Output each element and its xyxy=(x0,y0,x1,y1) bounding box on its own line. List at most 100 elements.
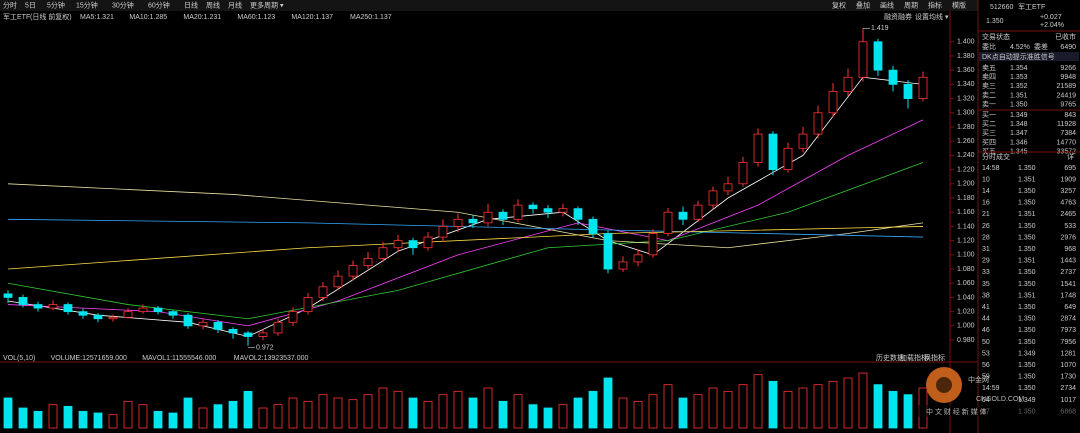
volume-bar xyxy=(183,397,193,429)
candle-body xyxy=(558,208,568,213)
candle-body xyxy=(378,247,388,259)
chart-button[interactable]: 设置均线 ▾ xyxy=(915,12,949,21)
volume-bar xyxy=(393,390,403,429)
quote-pct: +2.04% xyxy=(1040,22,1064,29)
candle-body xyxy=(918,76,928,99)
trade-volume: 7956 xyxy=(1060,339,1076,346)
trade-price: 1.350 xyxy=(1018,165,1036,172)
trade-time: 28 xyxy=(982,234,990,241)
tab[interactable]: 30分钟 xyxy=(112,0,134,9)
candle-body xyxy=(348,265,358,277)
trade-time: 33 xyxy=(982,269,990,276)
tool[interactable]: 叠加 xyxy=(856,0,870,9)
watermark-site: CNGOLD.COM xyxy=(976,396,1024,403)
trade-volume: 1909 xyxy=(1060,176,1076,183)
trade-time: 31 xyxy=(982,246,990,253)
watermark-band xyxy=(918,405,1078,417)
y-tick-label: 1.240 xyxy=(957,152,975,159)
tab[interactable]: 分时 xyxy=(3,0,17,9)
candle-body xyxy=(18,297,28,305)
volume-bar xyxy=(303,400,313,429)
low-label: 0.972 xyxy=(256,345,274,352)
volume-bar xyxy=(693,394,703,429)
candle-body xyxy=(663,211,673,234)
candle-body xyxy=(468,218,478,224)
volume-bar xyxy=(318,394,328,429)
tab[interactable]: 更多周期 ▾ xyxy=(250,0,284,9)
y-tick-label: 1.280 xyxy=(957,124,975,131)
tab[interactable]: 5日 xyxy=(25,1,36,9)
trade-time: 41 xyxy=(982,304,990,311)
trade-time: 59 xyxy=(982,374,990,381)
trade-volume: 4763 xyxy=(1060,200,1076,207)
book-label: 买二 xyxy=(982,120,996,128)
candle-body xyxy=(603,233,613,270)
volume-bar xyxy=(48,404,58,429)
candle-body xyxy=(183,314,193,327)
book-label: 卖二 xyxy=(982,91,996,99)
trade-volume: 2465 xyxy=(1060,211,1076,218)
trade-volume: 2737 xyxy=(1060,269,1076,276)
book-volume: 11928 xyxy=(1057,121,1076,128)
candle-body xyxy=(828,91,838,114)
watermark-logo-text: 中金网 xyxy=(968,375,989,384)
candle-body xyxy=(108,316,118,320)
trade-volume: 968 xyxy=(1064,246,1076,253)
candle-body xyxy=(633,254,643,263)
volume-label: MAVOL2:13923537.000 xyxy=(234,355,309,362)
tool[interactable]: 指标 xyxy=(928,0,942,9)
volume-bar xyxy=(558,404,568,429)
tab[interactable]: 60分钟 xyxy=(148,0,170,9)
candle-body xyxy=(213,321,223,330)
candle-body xyxy=(573,208,583,220)
candle-body xyxy=(618,261,628,270)
tab[interactable]: 月线 xyxy=(228,0,242,9)
book-volume: 9765 xyxy=(1060,102,1076,109)
ma-label: MA120:1.137 xyxy=(291,14,333,21)
volume-bar xyxy=(78,410,88,429)
candle-body xyxy=(408,240,418,249)
tool[interactable]: 复权 xyxy=(832,0,846,9)
book-price: 1.353 xyxy=(1010,74,1028,81)
volume-bar xyxy=(858,372,868,429)
candle-body xyxy=(903,83,913,99)
trade-volume: 533 xyxy=(1064,223,1076,230)
y-tick-label: 1.040 xyxy=(957,294,975,301)
trade-price: 1.351 xyxy=(1018,292,1036,299)
trade-volume: 1730 xyxy=(1060,374,1076,381)
tab[interactable]: 日线 xyxy=(184,0,198,9)
book-label: 卖三 xyxy=(982,82,996,90)
tool[interactable]: 模版 xyxy=(952,0,966,9)
trade-price: 1.350 xyxy=(1018,304,1036,311)
volume-bar xyxy=(573,397,583,429)
volume-button[interactable]: 历史数据 xyxy=(876,353,904,362)
ma-label: MA60:1.123 xyxy=(237,14,275,21)
volume-bar xyxy=(903,394,913,429)
volume-bar xyxy=(468,397,478,429)
volume-bar xyxy=(813,384,823,429)
volume-bar xyxy=(378,387,388,429)
tab[interactable]: 周线 xyxy=(206,0,220,9)
tab[interactable]: 15分钟 xyxy=(76,0,98,9)
candle-body xyxy=(528,204,538,210)
tool[interactable]: 画线 xyxy=(880,0,894,9)
chart-button[interactable]: 融资融券 xyxy=(884,12,912,21)
candle-body xyxy=(768,133,778,170)
volume-bar xyxy=(258,407,268,429)
status: 已收市 xyxy=(1055,32,1076,41)
volume-bar xyxy=(873,384,883,429)
candle-body xyxy=(498,211,508,220)
book-price: 1.354 xyxy=(1010,65,1028,72)
volume-bar xyxy=(93,412,103,429)
book-price: 1.352 xyxy=(1010,83,1028,90)
tab[interactable]: 5分钟 xyxy=(47,0,65,9)
y-tick-label: 1.180 xyxy=(957,195,975,202)
signal[interactable]: DK点自动提示准胜信号 xyxy=(982,52,1055,61)
volume-button[interactable]: 加载指标 xyxy=(900,353,928,362)
y-tick-label: 1.120 xyxy=(957,237,975,244)
volume-button[interactable]: 换指标 xyxy=(924,353,945,362)
trade-price: 1.350 xyxy=(1018,327,1036,334)
tool[interactable]: 周期 xyxy=(904,1,918,9)
candle-body xyxy=(513,204,523,220)
trades-more[interactable]: 详 xyxy=(1067,152,1074,161)
